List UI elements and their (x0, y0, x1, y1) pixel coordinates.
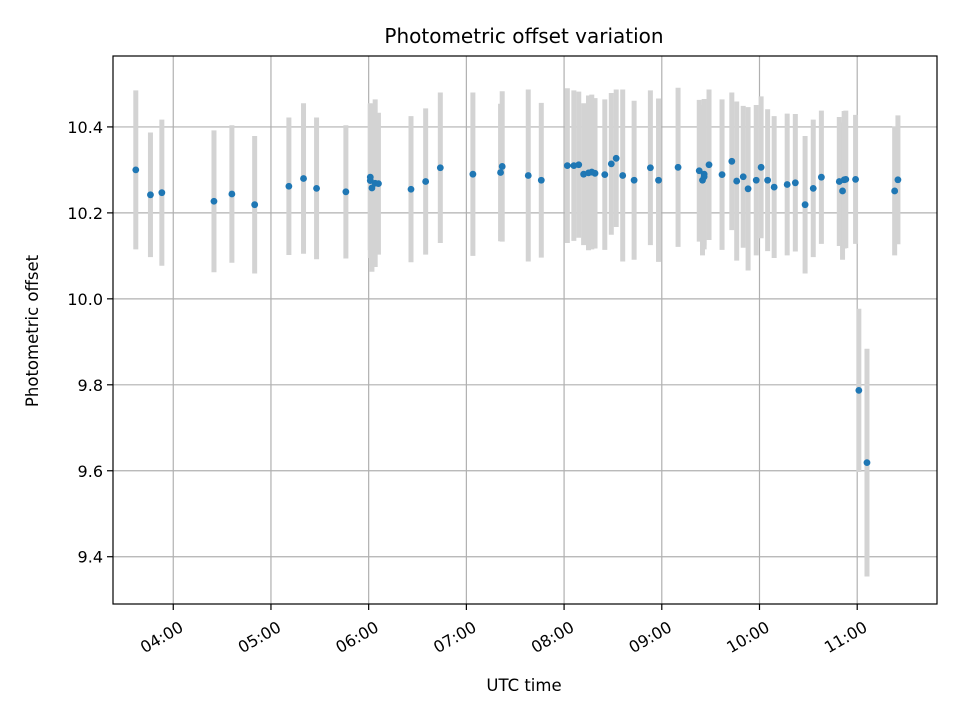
data-point (210, 197, 218, 205)
y-tick-label: 10.0 (67, 290, 103, 309)
data-point (591, 169, 599, 177)
data-point (368, 184, 376, 192)
data-point (407, 185, 415, 193)
data-point (469, 170, 477, 178)
data-point (436, 164, 444, 172)
data-point (695, 167, 703, 175)
data-point (770, 183, 778, 191)
data-point (855, 386, 863, 394)
data-point (791, 179, 799, 187)
data-point (285, 182, 293, 190)
data-point (733, 177, 741, 185)
data-points (132, 154, 902, 466)
data-point (842, 175, 850, 183)
chart-title: Photometric offset variation (384, 24, 663, 48)
grid-lines (113, 56, 937, 604)
data-point (655, 176, 662, 184)
data-point (705, 161, 713, 169)
data-point (607, 160, 615, 168)
data-point (801, 201, 809, 209)
data-point (894, 176, 902, 184)
data-point (612, 154, 620, 162)
data-point (852, 175, 859, 183)
data-point (674, 163, 682, 171)
data-point (497, 169, 504, 176)
y-tick-label: 9.6 (78, 462, 103, 481)
data-point (300, 175, 307, 182)
data-point (132, 166, 140, 174)
data-point (251, 201, 259, 209)
data-point (563, 162, 571, 170)
data-point (630, 176, 638, 184)
data-point (601, 171, 609, 179)
y-tick-label: 9.4 (78, 548, 103, 567)
y-tick-label: 10.4 (67, 118, 103, 137)
y-tick-label: 9.8 (78, 376, 103, 395)
data-point (891, 187, 899, 195)
data-point (375, 180, 382, 188)
data-point (700, 173, 708, 181)
data-point (147, 191, 154, 199)
data-point (313, 184, 320, 192)
x-axis-label: UTC time (486, 676, 561, 695)
data-point (342, 188, 350, 196)
data-point (158, 189, 166, 197)
data-point (783, 181, 791, 188)
data-point (575, 161, 583, 169)
data-point (839, 187, 846, 195)
y-axis-label: Photometric offset (23, 254, 42, 407)
data-point (817, 173, 825, 181)
data-point (498, 163, 506, 170)
data-point (524, 172, 532, 179)
data-point (863, 459, 871, 466)
data-point (757, 163, 765, 171)
plot-frame (112, 55, 938, 605)
data-point (809, 184, 817, 192)
data-point (718, 171, 726, 179)
data-point (228, 190, 236, 198)
data-point (752, 176, 760, 184)
data-point (619, 172, 627, 179)
data-point (739, 173, 747, 181)
data-point (728, 157, 736, 165)
data-point (422, 178, 430, 185)
data-point (764, 176, 772, 184)
data-point (646, 164, 654, 172)
data-point (537, 176, 545, 184)
data-point (744, 185, 752, 193)
y-tick-label: 10.2 (67, 204, 103, 223)
y-axis-ticks: 9.4 9.6 9.8 10.0 10.2 10.4 (67, 118, 113, 567)
